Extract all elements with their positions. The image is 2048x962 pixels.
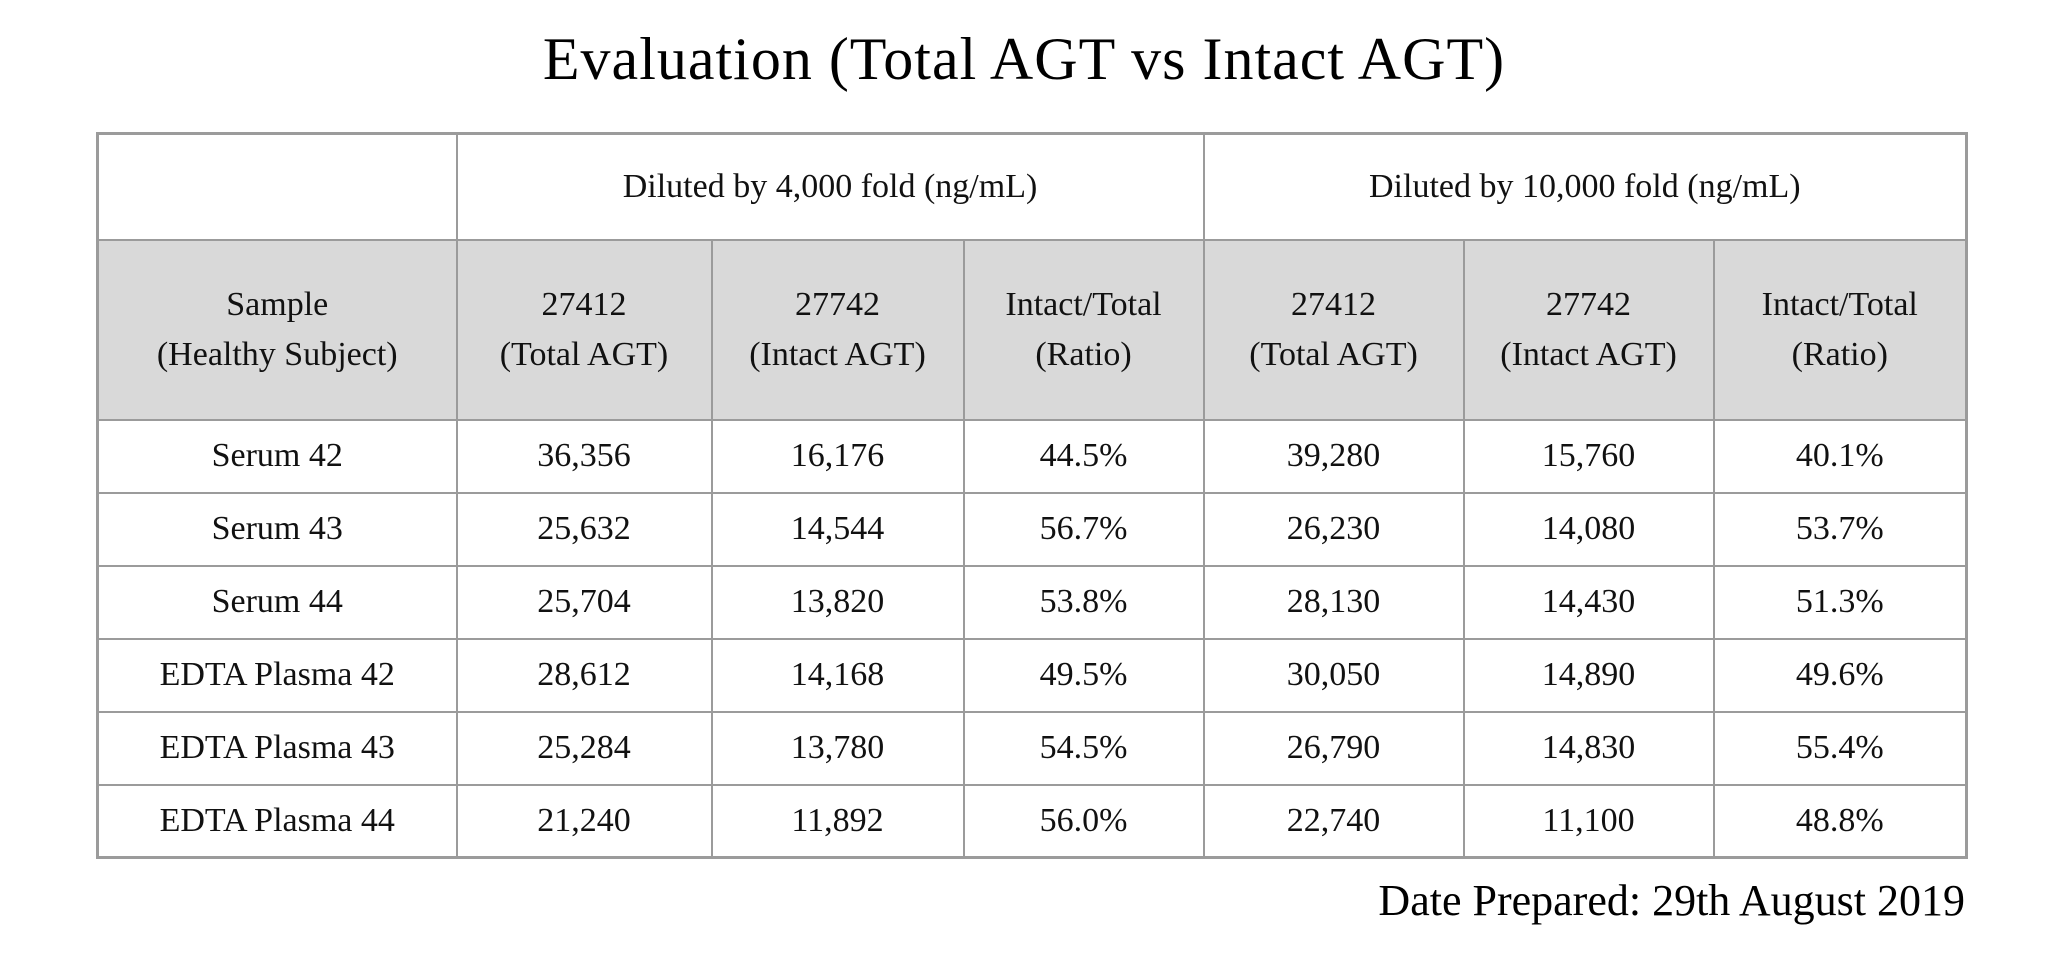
- col-header-line: (Intact AGT): [1500, 335, 1677, 373]
- col-header-line: Intact/Total: [1761, 286, 1918, 324]
- cell-value: 49.6%: [1712, 637, 1968, 713]
- col-header-intact-agt-4000: 27742 (Intact AGT): [710, 238, 965, 421]
- table-row: EDTA Plasma 42 28,612 14,168 49.5% 30,05…: [96, 637, 1968, 713]
- cell-value: 44.5%: [962, 418, 1205, 494]
- col-header-line: 27412: [541, 286, 627, 324]
- column-header-row: Sample (Healthy Subject) 27412 (Total AG…: [96, 238, 1968, 421]
- cell-value: 11,892: [710, 783, 965, 859]
- col-header-line: (Ratio): [1035, 335, 1132, 373]
- cell-value: 28,612: [455, 637, 713, 713]
- cell-value: 13,780: [710, 710, 965, 786]
- col-header-sample: Sample (Healthy Subject): [96, 238, 458, 421]
- evaluation-table: Diluted by 4,000 fold (ng/mL) Diluted by…: [96, 132, 1969, 859]
- cell-value: 39,280: [1202, 418, 1465, 494]
- col-header-line: (Total AGT): [499, 335, 669, 373]
- cell-value: 25,284: [455, 710, 713, 786]
- cell-sample: EDTA Plasma 43: [96, 710, 458, 786]
- cell-value: 49.5%: [962, 637, 1205, 713]
- col-header-line: (Healthy Subject): [156, 335, 398, 373]
- cell-value: 56.0%: [962, 783, 1205, 859]
- cell-value: 11,100: [1462, 783, 1715, 859]
- cell-sample: EDTA Plasma 44: [96, 783, 458, 859]
- cell-value: 51.3%: [1712, 564, 1968, 640]
- cell-value: 21,240: [455, 783, 713, 859]
- table-row: EDTA Plasma 44 21,240 11,892 56.0% 22,74…: [96, 783, 1968, 859]
- cell-sample: Serum 42: [96, 418, 458, 494]
- col-header-ratio-10000: Intact/Total (Ratio): [1712, 238, 1968, 421]
- table-row: EDTA Plasma 43 25,284 13,780 54.5% 26,79…: [96, 710, 1968, 786]
- cell-value: 14,168: [710, 637, 965, 713]
- group-header-row: Diluted by 4,000 fold (ng/mL) Diluted by…: [96, 132, 1968, 241]
- table-row: Serum 42 36,356 16,176 44.5% 39,280 15,7…: [96, 418, 1968, 494]
- cell-value: 25,632: [455, 491, 713, 567]
- cell-value: 14,890: [1462, 637, 1715, 713]
- cell-value: 14,080: [1462, 491, 1715, 567]
- col-header-line: Intact/Total: [1005, 286, 1162, 324]
- cell-value: 48.8%: [1712, 783, 1968, 859]
- cell-value: 22,740: [1202, 783, 1465, 859]
- cell-value: 36,356: [455, 418, 713, 494]
- col-header-intact-agt-10000: 27742 (Intact AGT): [1462, 238, 1715, 421]
- cell-value: 26,230: [1202, 491, 1465, 567]
- cell-sample: Serum 44: [96, 564, 458, 640]
- date-prepared-label: Date Prepared: 29th August 2019: [1378, 876, 1965, 925]
- cell-value: 14,830: [1462, 710, 1715, 786]
- col-header-line: 27412: [1291, 286, 1377, 324]
- col-header-line: (Ratio): [1791, 335, 1888, 373]
- cell-value: 53.7%: [1712, 491, 1968, 567]
- col-header-line: Sample: [226, 286, 329, 324]
- col-header-total-agt-10000: 27412 (Total AGT): [1202, 238, 1465, 421]
- cell-value: 56.7%: [962, 491, 1205, 567]
- cell-value: 28,130: [1202, 564, 1465, 640]
- col-header-total-agt-4000: 27412 (Total AGT): [455, 238, 713, 421]
- cell-value: 16,176: [710, 418, 965, 494]
- cell-value: 30,050: [1202, 637, 1465, 713]
- cell-sample: EDTA Plasma 42: [96, 637, 458, 713]
- cell-value: 14,544: [710, 491, 965, 567]
- corner-empty-cell: [96, 132, 458, 241]
- cell-value: 55.4%: [1712, 710, 1968, 786]
- table-row: Serum 43 25,632 14,544 56.7% 26,230 14,0…: [96, 491, 1968, 567]
- cell-value: 40.1%: [1712, 418, 1968, 494]
- cell-value: 15,760: [1462, 418, 1715, 494]
- col-header-line: 27742: [795, 286, 880, 324]
- group-header-dilution-4000: Diluted by 4,000 fold (ng/mL): [455, 132, 1205, 241]
- col-header-line: (Intact AGT): [749, 335, 926, 373]
- cell-sample: Serum 43: [96, 491, 458, 567]
- document-page: Evaluation (Total AGT vs Intact AGT) Dil…: [0, 26, 2048, 962]
- cell-value: 25,704: [455, 564, 713, 640]
- page-title: Evaluation (Total AGT vs Intact AGT): [542, 26, 1506, 92]
- cell-value: 26,790: [1202, 710, 1465, 786]
- table-row: Serum 44 25,704 13,820 53.8% 28,130 14,4…: [96, 564, 1968, 640]
- cell-value: 14,430: [1462, 564, 1715, 640]
- col-header-ratio-4000: Intact/Total (Ratio): [962, 238, 1205, 421]
- cell-value: 13,820: [710, 564, 965, 640]
- col-header-line: (Total AGT): [1249, 335, 1418, 373]
- cell-value: 54.5%: [962, 710, 1205, 786]
- cell-value: 53.8%: [962, 564, 1205, 640]
- col-header-line: 27742: [1546, 286, 1632, 324]
- group-header-dilution-10000: Diluted by 10,000 fold (ng/mL): [1202, 132, 1968, 241]
